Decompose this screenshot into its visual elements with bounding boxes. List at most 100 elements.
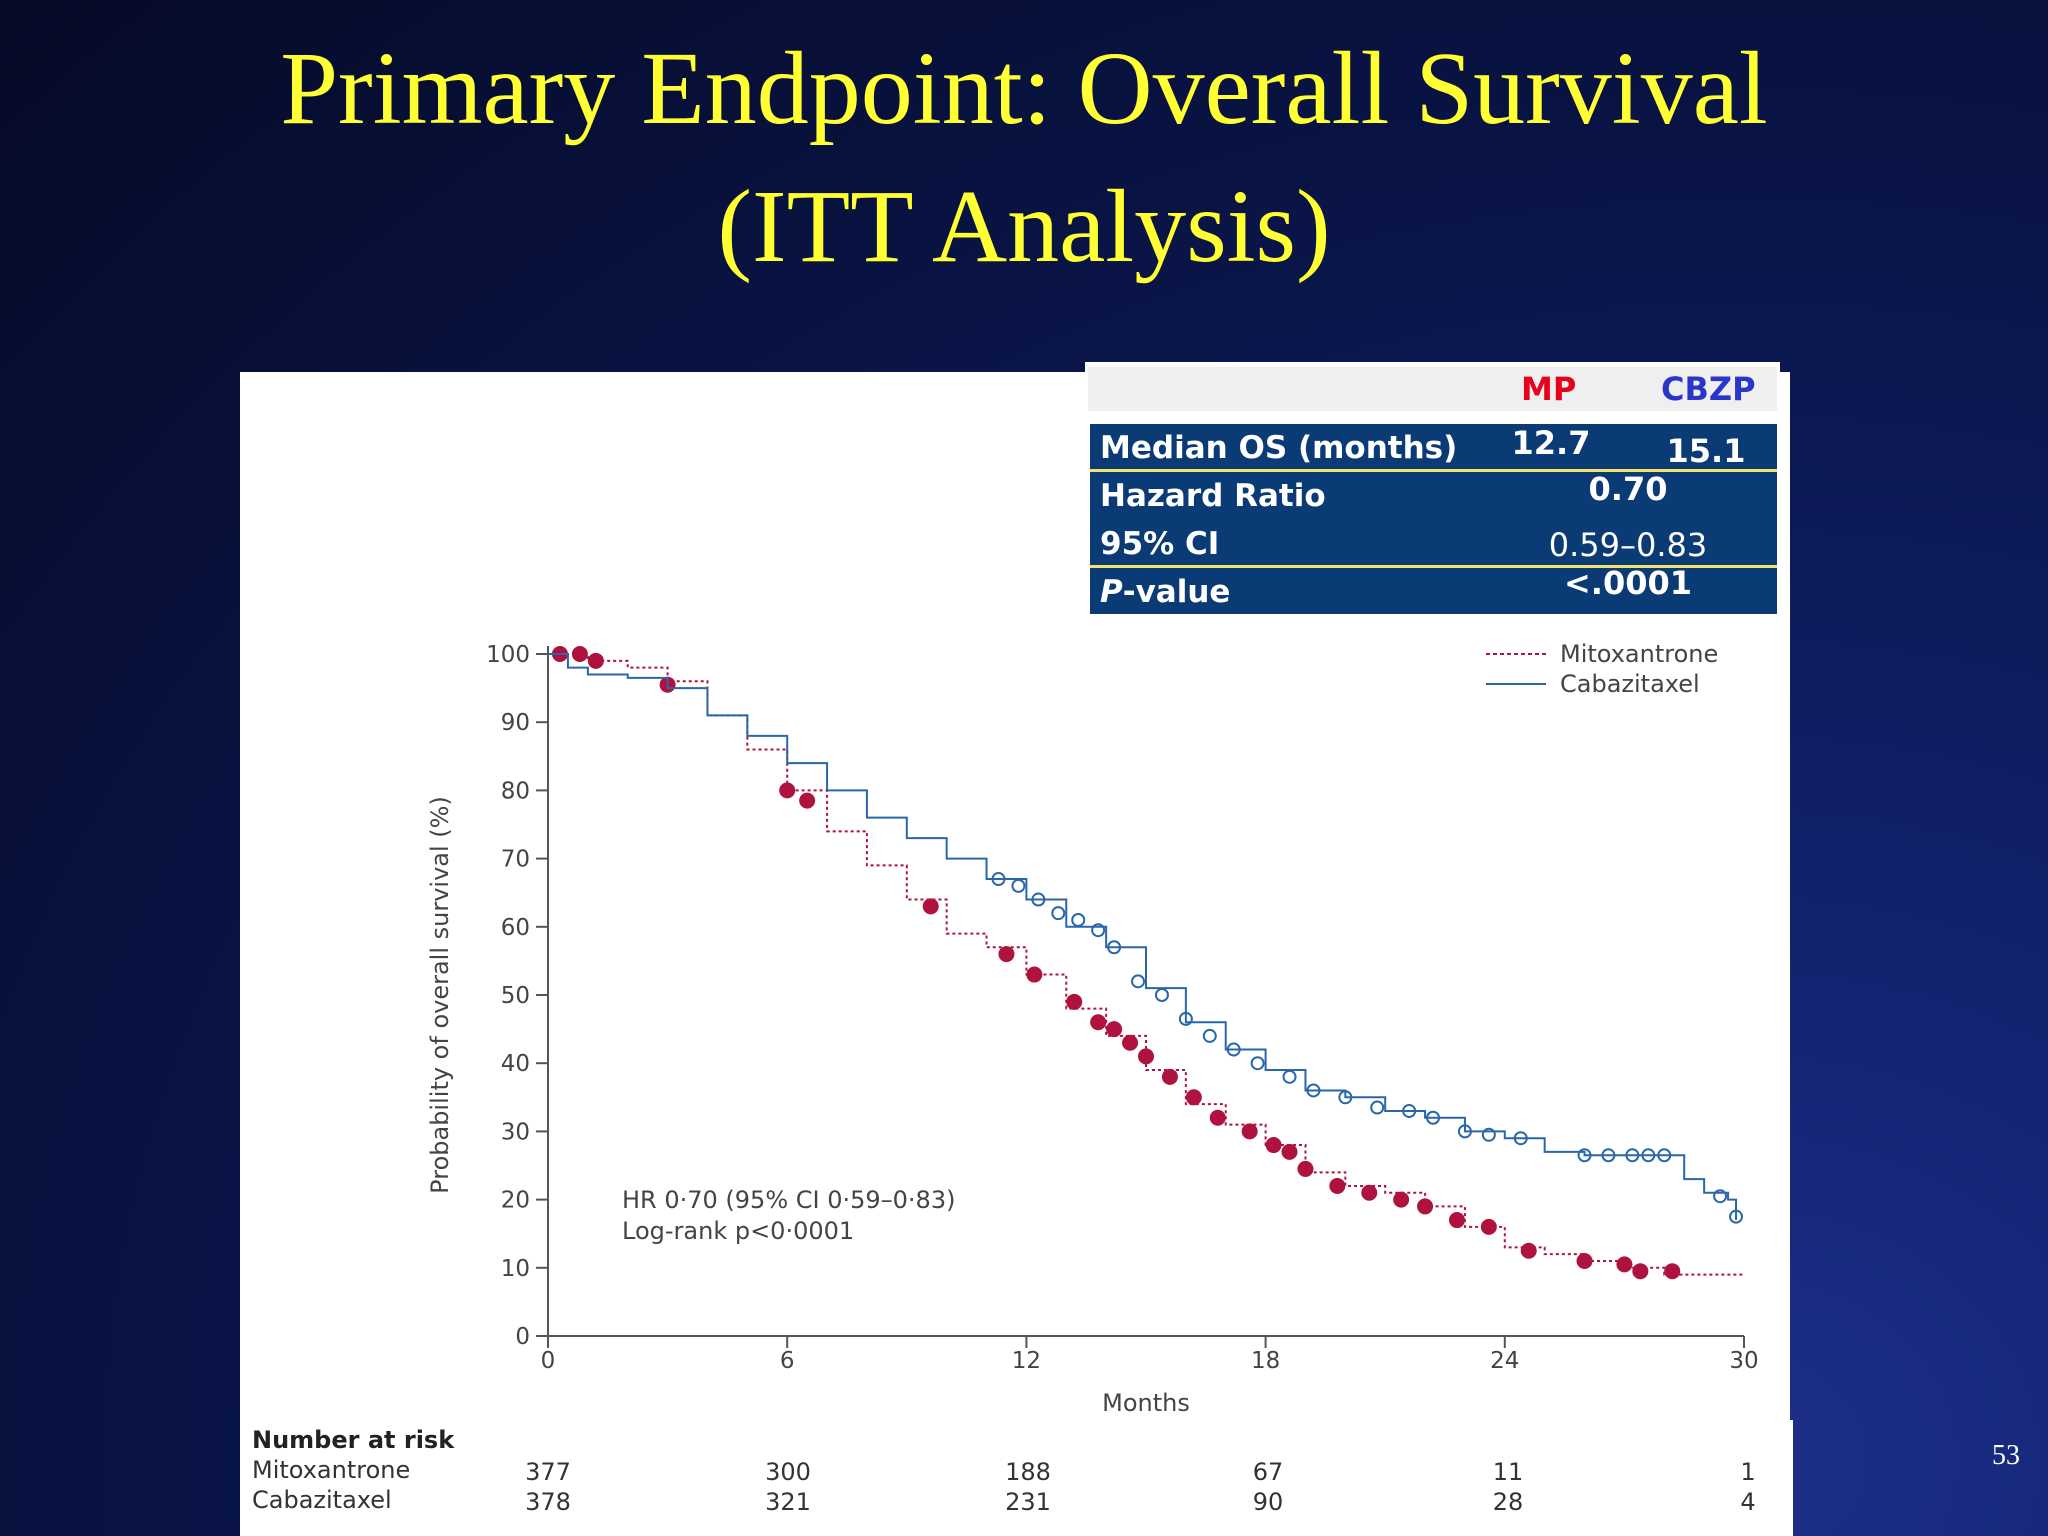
censor-mark-mitoxantrone [1448, 1212, 1465, 1229]
chart-annotation: Log-rank p<0·0001 [622, 1217, 854, 1245]
censor-mark-mitoxantrone [587, 652, 604, 669]
censor-mark-mitoxantrone [1090, 1014, 1107, 1031]
x-axis-label: Months [1102, 1389, 1190, 1417]
y-tick-label: 50 [501, 983, 530, 1009]
x-tick-label: 18 [1251, 1348, 1280, 1374]
censor-mark-mitoxantrone [1209, 1109, 1226, 1126]
x-tick-label: 0 [541, 1348, 556, 1374]
y-tick-label: 90 [501, 710, 530, 736]
slide-title: Primary Endpoint: Overall Survival (ITT … [0, 20, 2048, 296]
censor-mark-cabazitaxel [1011, 878, 1026, 893]
censor-mark-cabazitaxel [1426, 1110, 1441, 1125]
y-tick-label: 60 [501, 915, 530, 941]
y-tick-label: 80 [501, 778, 530, 804]
censor-mark-mitoxantrone [1361, 1184, 1378, 1201]
censor-mark-mitoxantrone [1138, 1048, 1154, 1065]
censor-mark-cabazitaxel [1051, 906, 1066, 921]
censor-mark-mitoxantrone [1616, 1256, 1633, 1273]
censor-mark-cabazitaxel [1250, 1056, 1265, 1071]
censor-mark-cabazitaxel [1131, 974, 1146, 989]
censor-mark-cabazitaxel [1402, 1103, 1417, 1118]
censor-mark-cabazitaxel [1226, 1042, 1241, 1057]
series-line-cabazitaxel [548, 653, 1738, 1221]
x-tick-label: 30 [1729, 1348, 1758, 1374]
summary-table: MP CBZP Median OS (months) 12.7 15.1 Haz… [1085, 362, 1780, 614]
risk-value: 377 [525, 1458, 571, 1486]
censor-mark-mitoxantrone [1520, 1242, 1537, 1259]
censor-mark-cabazitaxel [1091, 923, 1106, 938]
censor-mark-cabazitaxel [1641, 1148, 1656, 1163]
x-tick-label: 6 [780, 1348, 795, 1374]
risk-value: 321 [765, 1488, 811, 1516]
row-label-p-value: P-value [1100, 574, 1230, 610]
title-line-1: Primary Endpoint: Overall Survival [280, 31, 1768, 146]
censor-mark-cabazitaxel [1031, 892, 1046, 907]
censor-mark-mitoxantrone [1185, 1089, 1202, 1106]
risk-value: 90 [1252, 1488, 1284, 1516]
censor-mark-cabazitaxel [1178, 1011, 1193, 1026]
censor-mark-mitoxantrone [1664, 1263, 1681, 1280]
censor-mark-cabazitaxel [1577, 1148, 1592, 1163]
risk-value: 4 [1740, 1488, 1756, 1516]
censor-mark-mitoxantrone [1480, 1218, 1497, 1235]
median-os-mp: 12.7 [1511, 424, 1591, 462]
hazard-ratio-value: 0.70 [1588, 470, 1668, 508]
censor-mark-mitoxantrone [1576, 1252, 1593, 1269]
censor-mark-mitoxantrone [1106, 1021, 1123, 1038]
censor-mark-cabazitaxel [1338, 1090, 1353, 1105]
censor-mark-cabazitaxel [1513, 1131, 1528, 1146]
censor-mark-mitoxantrone [1026, 966, 1043, 983]
p-italic: P [1100, 574, 1123, 610]
risk-row-label-cabazitaxel: Cabazitaxel [252, 1486, 392, 1514]
censor-mark-mitoxantrone [1417, 1198, 1434, 1215]
risk-value: 1 [1740, 1458, 1756, 1486]
summary-table-header: MP CBZP [1088, 367, 1777, 411]
risk-value: 11 [1492, 1458, 1524, 1486]
censor-mark-cabazitaxel [1481, 1127, 1496, 1142]
risk-value: 231 [1005, 1488, 1051, 1516]
y-tick-label: 30 [501, 1119, 530, 1145]
series-line-mitoxantrone [548, 653, 1744, 1276]
summary-table-body: Median OS (months) 12.7 15.1 Hazard Rati… [1090, 424, 1777, 614]
legend-label-cabazitaxel: Cabazitaxel [1560, 670, 1700, 698]
risk-value: 188 [1005, 1458, 1051, 1486]
y-tick-label: 0 [515, 1324, 530, 1350]
ci-value: 0.59–0.83 [1548, 526, 1708, 564]
table-divider [1090, 469, 1777, 472]
column-header-cbzp: CBZP [1661, 370, 1756, 408]
censor-mark-mitoxantrone [1265, 1137, 1282, 1154]
censor-mark-cabazitaxel [1282, 1069, 1297, 1084]
censor-mark-cabazitaxel [1601, 1148, 1616, 1163]
censor-mark-cabazitaxel [1729, 1209, 1744, 1224]
censor-mark-mitoxantrone [1297, 1160, 1314, 1177]
censor-mark-mitoxantrone [1066, 993, 1083, 1010]
median-os-cbzp: 15.1 [1666, 432, 1746, 470]
censor-mark-mitoxantrone [799, 792, 816, 809]
censor-mark-mitoxantrone [1161, 1068, 1178, 1085]
censor-mark-cabazitaxel [1107, 940, 1122, 955]
censor-mark-mitoxantrone [1241, 1123, 1258, 1140]
y-tick-label: 10 [501, 1256, 530, 1282]
row-label-hazard-ratio: Hazard Ratio [1100, 478, 1326, 514]
table-divider [1090, 565, 1777, 568]
censor-mark-cabazitaxel [1154, 988, 1169, 1002]
censor-mark-mitoxantrone [1632, 1263, 1649, 1280]
y-tick-label: 40 [501, 1051, 530, 1077]
risk-row-label-mitoxantrone: Mitoxantrone [252, 1456, 411, 1484]
censor-mark-cabazitaxel [1713, 1189, 1728, 1204]
risk-panel: Number at risk Mitoxantrone Cabazitaxel … [240, 1420, 1793, 1536]
y-tick-label: 20 [501, 1188, 530, 1214]
censor-mark-cabazitaxel [1370, 1100, 1385, 1115]
censor-mark-cabazitaxel [1071, 912, 1086, 927]
censor-mark-mitoxantrone [1281, 1143, 1298, 1160]
risk-value: 300 [765, 1458, 811, 1486]
censor-mark-mitoxantrone [998, 946, 1015, 963]
row-label-median-os: Median OS (months) [1100, 430, 1458, 466]
censor-mark-cabazitaxel [1625, 1148, 1640, 1163]
legend-label-mitoxantrone: Mitoxantrone [1560, 640, 1718, 668]
y-tick-label: 70 [501, 847, 530, 873]
censor-mark-cabazitaxel [1457, 1124, 1472, 1139]
censor-mark-mitoxantrone [1329, 1177, 1346, 1194]
title-line-2: (ITT Analysis) [717, 169, 1331, 284]
